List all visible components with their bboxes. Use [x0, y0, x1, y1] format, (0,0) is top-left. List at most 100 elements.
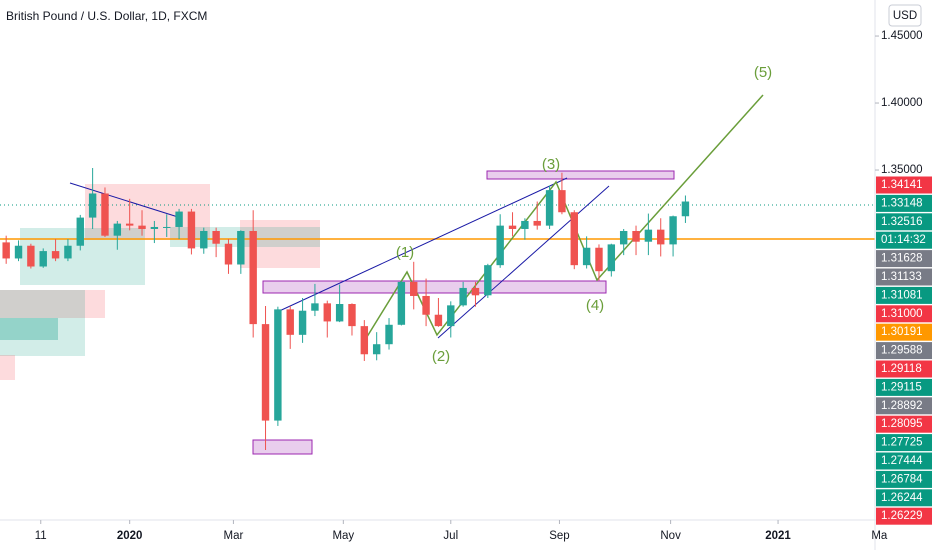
y-tick-label: 1.45000 — [881, 30, 923, 42]
x-tick-label: Sep — [549, 530, 569, 542]
zone — [252, 439, 313, 455]
price-tag-label: 1.28892 — [881, 400, 923, 412]
candle-body — [286, 309, 294, 335]
price-tag-label: 1.31081 — [881, 289, 923, 301]
candle-body — [76, 217, 84, 246]
y-tick-label: 1.35000 — [881, 164, 923, 176]
candle-body — [385, 324, 393, 345]
price-tag — [876, 231, 932, 249]
candle-body — [274, 309, 282, 421]
candle-body — [14, 245, 23, 259]
candle-body — [175, 211, 183, 227]
x-tick-label: Ma — [871, 530, 888, 542]
price-tag — [876, 470, 932, 488]
candle-body — [249, 230, 257, 325]
chart-title: British Pound / U.S. Dollar, 1D, FXCM — [6, 9, 207, 23]
price-tag-label: 1.28095 — [881, 418, 923, 430]
candle-body — [348, 304, 356, 327]
candle-body — [521, 220, 529, 229]
zone — [486, 170, 675, 180]
price-tag-label: 1.32516 — [881, 216, 923, 228]
candle-body — [125, 223, 134, 226]
candle-body — [372, 344, 381, 355]
candle-body — [582, 247, 591, 266]
price-tag — [876, 342, 932, 360]
x-tick-label: 11 — [35, 530, 47, 542]
price-tag — [876, 305, 932, 323]
candle-body — [570, 212, 578, 266]
trend-line — [69, 182, 179, 218]
currency-button[interactable] — [888, 4, 922, 27]
candle-body — [39, 251, 47, 267]
wave-label: (5) — [754, 64, 772, 81]
price-tag-label: 1.34141 — [881, 179, 923, 191]
candle-body — [163, 226, 171, 228]
candle-body — [545, 190, 554, 226]
price-tag — [876, 323, 932, 341]
price-tag — [876, 378, 932, 396]
zone — [0, 318, 58, 340]
zone — [170, 227, 320, 247]
candle-body — [311, 303, 319, 311]
candle-body — [298, 310, 307, 335]
y-tick-label: 1.40000 — [881, 97, 923, 109]
price-tag-label: 1.26229 — [881, 510, 923, 522]
candle-body — [212, 230, 220, 244]
x-tick-label: Mar — [224, 530, 244, 542]
price-tag — [876, 397, 932, 415]
candle-body — [619, 230, 628, 245]
price-tag-label: 1.31000 — [881, 308, 923, 320]
candle-body — [508, 225, 517, 229]
price-tag — [876, 434, 932, 452]
trend-line — [274, 177, 568, 314]
price-tag — [876, 194, 932, 212]
price-tag-label: 1.33148 — [881, 197, 923, 209]
price-tag — [876, 489, 932, 507]
currency-label[interactable]: USD — [893, 10, 917, 22]
candle-body — [595, 247, 603, 272]
price-tag — [876, 452, 932, 470]
zone — [0, 290, 105, 318]
candle-body — [113, 223, 122, 236]
x-tick-label: May — [332, 530, 354, 542]
candle-body — [397, 281, 406, 325]
zone — [262, 280, 607, 294]
price-tag-label: 1.29115 — [881, 381, 922, 393]
x-tick-label: Jul — [443, 530, 458, 542]
candle-body — [261, 324, 270, 421]
wave-label: (3) — [542, 156, 560, 173]
price-tag-label: 1.27725 — [881, 437, 923, 449]
candle-body — [2, 242, 10, 259]
x-tick-label: 2021 — [765, 530, 791, 542]
price-tag-label: 1.31133 — [881, 271, 922, 283]
candle-body — [101, 193, 109, 236]
price-tag — [876, 507, 932, 525]
candle-body — [607, 244, 616, 272]
candle-body — [51, 251, 60, 259]
candle-body — [484, 265, 492, 296]
candle-body — [64, 245, 72, 259]
price-tag-label: 01:14:32 — [881, 234, 926, 246]
wave-label: (1) — [396, 244, 414, 261]
price-tag — [876, 415, 932, 433]
candle-body — [558, 190, 566, 213]
candle-body — [422, 295, 430, 315]
candle-body — [224, 243, 233, 265]
candle-body — [138, 225, 146, 229]
price-tag — [876, 286, 932, 304]
price-tag-label: 1.26784 — [881, 473, 923, 485]
candle-body — [88, 193, 97, 218]
price-tag — [876, 176, 932, 194]
candle-body — [360, 326, 369, 355]
candle-body — [335, 304, 344, 322]
wave-label: (2) — [432, 348, 450, 365]
candle-body — [447, 305, 455, 327]
price-tag-label: 1.29118 — [881, 363, 922, 375]
price-tag — [876, 360, 932, 378]
candle-body — [323, 303, 331, 322]
candle-body — [459, 287, 467, 306]
candle-body — [237, 230, 245, 265]
wave-label: (4) — [586, 297, 604, 314]
